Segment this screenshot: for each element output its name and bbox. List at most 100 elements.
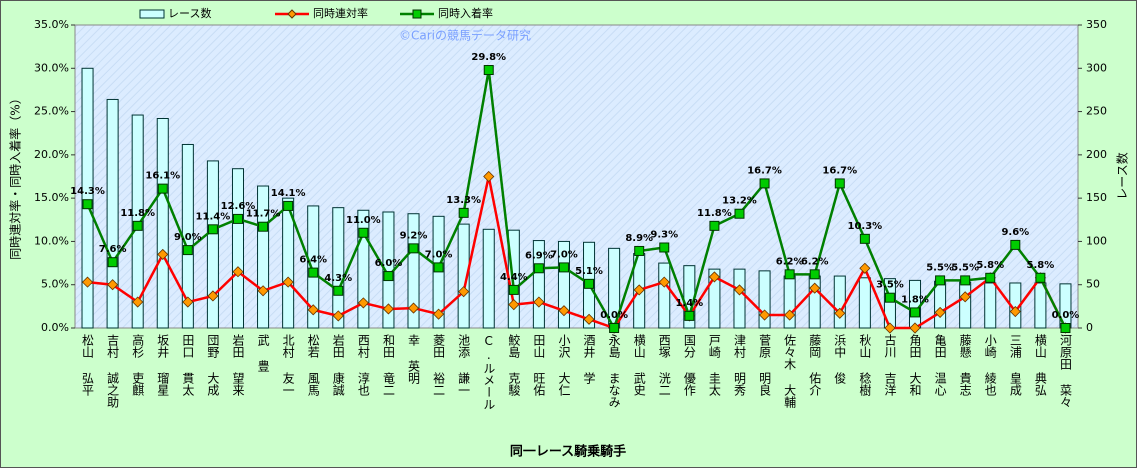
series-line xyxy=(87,176,1067,330)
marker xyxy=(157,248,169,260)
data-label: 4.3% xyxy=(324,273,352,284)
bar xyxy=(733,268,746,329)
bar xyxy=(482,228,495,329)
y-tick-label: 10.0% xyxy=(34,234,69,247)
bar xyxy=(457,223,470,329)
y-tick-label: 25.0% xyxy=(34,105,69,118)
data-label: 5.8% xyxy=(1027,260,1055,271)
bar xyxy=(557,240,570,329)
marker xyxy=(283,200,294,211)
x-tick-label: 角田 大和 xyxy=(908,334,922,396)
marker xyxy=(82,199,93,210)
marker xyxy=(784,269,795,280)
data-label: 6.2% xyxy=(776,256,804,267)
marker xyxy=(734,208,745,219)
data-label: 6.4% xyxy=(299,255,327,266)
marker xyxy=(733,284,746,296)
marker xyxy=(257,285,269,297)
x-tick-label: 藤岡 佑介 xyxy=(808,334,822,396)
marker xyxy=(935,275,946,286)
marker xyxy=(834,307,846,319)
data-label: 13.3% xyxy=(446,195,481,206)
marker xyxy=(558,305,570,317)
x-tick-label: 佐々木 大輔 xyxy=(783,334,797,409)
data-label: 5.1% xyxy=(575,266,603,277)
x-tick-label: 鮫島 克駿 xyxy=(507,333,521,397)
y-tick-label: 15.0% xyxy=(34,191,69,204)
bar xyxy=(332,207,345,329)
series-line xyxy=(86,69,1067,332)
x-tick-label: C.ルメール xyxy=(482,334,496,410)
marker xyxy=(910,307,921,318)
marker xyxy=(132,296,144,308)
marker xyxy=(207,290,219,302)
x-tick-label: 西塚 洸二 xyxy=(657,334,671,396)
x-tick-label: 池添 謙一 xyxy=(457,334,471,396)
marker xyxy=(382,303,395,315)
x-tick-label: 浜中 俊 xyxy=(833,334,847,384)
data-label: 13.2% xyxy=(722,196,757,207)
x-tick-label: 小崎 綾也 xyxy=(983,334,997,396)
x-tick-label: 古川 吉洋 xyxy=(883,333,897,396)
data-label: 11.8% xyxy=(697,208,732,219)
data-label: 14.3% xyxy=(70,186,105,197)
x-tick-label: 松若 風馬 xyxy=(306,334,320,397)
marker xyxy=(333,285,344,296)
y-axis-label: 同時連対率・同時入着率（%） xyxy=(8,92,23,259)
x-tick-label: 団野 大成 xyxy=(206,334,220,397)
marker xyxy=(458,207,469,218)
x-tick-label: 河原田 菜々 xyxy=(1058,334,1072,408)
data-label: 5.8% xyxy=(976,260,1004,271)
y-tick-label: 30.0% xyxy=(34,61,69,74)
marker xyxy=(107,279,119,291)
data-label: 12.6% xyxy=(221,201,256,212)
marker xyxy=(458,286,470,298)
bar xyxy=(156,117,169,329)
marker xyxy=(483,170,495,183)
bar xyxy=(708,268,721,329)
x-tick-label: 三浦 皇成 xyxy=(1008,334,1022,397)
marker xyxy=(859,233,870,244)
y2-tick-label: 300 xyxy=(1086,61,1107,74)
marker xyxy=(609,323,620,333)
bar xyxy=(934,280,947,329)
data-label: 14.1% xyxy=(271,188,306,199)
marker xyxy=(985,272,996,283)
marker xyxy=(859,262,871,274)
x-tick-label: 松山 弘平 xyxy=(81,334,95,396)
x-tick-label: 坂井 瑠星 xyxy=(156,334,170,396)
x-tick-label: 永島 まなみ xyxy=(607,334,621,408)
marker xyxy=(934,306,946,318)
bar xyxy=(81,67,94,329)
bar xyxy=(206,160,219,329)
data-label: 11.7% xyxy=(246,209,281,220)
marker xyxy=(332,310,344,322)
marker xyxy=(207,224,218,235)
data-label: 11.8% xyxy=(120,208,155,219)
bar xyxy=(106,98,119,329)
marker xyxy=(709,220,720,231)
bar xyxy=(231,168,245,329)
legend-label: 同時連対率 xyxy=(313,6,368,20)
marker xyxy=(533,296,545,308)
x-tick-label: 岩田 康誠 xyxy=(331,333,345,397)
x-tick-label: 田口 貫太 xyxy=(181,334,195,396)
marker xyxy=(157,183,168,194)
y2-tick-label: 200 xyxy=(1086,148,1107,161)
marker xyxy=(107,257,118,268)
data-label: 4.4% xyxy=(500,272,528,283)
marker xyxy=(634,245,645,256)
x-tick-label: 和田 竜二 xyxy=(381,334,395,396)
marker xyxy=(232,266,244,278)
x-tick-label: 田山 旺佑 xyxy=(532,334,546,396)
x-tick-label: 西村 淳也 xyxy=(356,334,370,396)
data-label: 3.5% xyxy=(876,280,904,291)
marker xyxy=(182,245,193,256)
y2-tick-label: 50 xyxy=(1086,278,1100,291)
x-tick-label: 菱田 裕二 xyxy=(432,334,446,396)
data-label: 5.5% xyxy=(951,262,979,273)
data-label: 9.6% xyxy=(1001,227,1029,238)
marker xyxy=(232,213,243,224)
x-tick-label: 横山 典弘 xyxy=(1033,334,1047,396)
y-tick-label: 0.0% xyxy=(41,321,69,334)
